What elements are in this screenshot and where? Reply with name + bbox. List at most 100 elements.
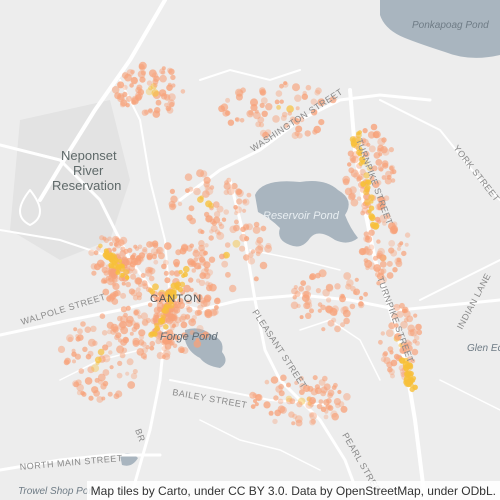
density-point [398,343,403,348]
density-point-dense [179,281,186,288]
density-point [231,182,238,190]
density-point [132,339,140,347]
density-point-dense [351,138,356,143]
density-point [161,354,166,360]
density-point [391,312,399,320]
density-point [409,328,418,337]
density-point [158,294,166,303]
density-point [366,248,373,256]
density-point [325,404,331,410]
density-point [170,326,175,331]
density-point [379,167,384,172]
density-point-dense [358,147,364,153]
density-point [392,267,398,273]
density-point [383,357,391,365]
density-point [389,350,394,355]
density-point [121,281,126,286]
density-point [366,165,372,171]
density-point [180,244,189,252]
density-point [108,293,116,301]
density-point [390,373,395,379]
density-point [134,321,140,328]
density-point [220,103,229,111]
density-point-dense [104,250,110,256]
density-point [153,307,161,314]
density-point [139,334,145,340]
density-point [150,83,157,90]
density-point [303,302,311,310]
density-point [196,169,205,178]
density-point [377,206,382,211]
density-point-dense [399,357,406,364]
density-point [416,329,423,336]
density-point [170,195,178,203]
density-point [290,116,298,124]
density-point [147,302,153,308]
density-point [378,196,386,204]
density-point [240,226,246,233]
density-point [272,418,278,425]
density-point [376,281,381,286]
density-point [125,281,131,288]
density-point [326,398,332,404]
density-point [136,348,145,356]
density-point [295,419,303,427]
density-point-dense [118,259,122,264]
density-point [383,351,388,357]
density-point [130,273,137,280]
density-point [152,283,159,291]
density-point [77,328,83,335]
density-point [186,214,193,221]
canton-label: CANTON [150,293,202,305]
density-point [291,287,298,295]
density-point [389,226,398,235]
density-point [153,251,158,257]
density-point [385,213,391,219]
density-point [91,386,99,394]
density-point [151,89,159,97]
density-point [342,309,351,318]
density-point [394,333,402,341]
density-point [221,217,227,222]
density-point-dense [368,194,375,201]
density-point [164,102,169,108]
density-point [312,375,318,381]
density-point [179,347,185,353]
density-point [325,403,333,411]
density-point [229,225,237,234]
density-point [165,338,171,345]
density-point [177,301,185,309]
density-point [213,211,221,218]
density-point [87,366,95,374]
density-point [305,84,312,91]
density-point [412,339,417,344]
density-point [178,297,184,303]
density-point [156,352,164,360]
density-point [288,411,295,418]
density-point [260,90,266,96]
density-point [293,118,301,125]
density-point [256,236,264,244]
density-point [287,111,292,116]
density-point [308,412,315,418]
density-point [193,292,198,297]
density-point [399,302,405,309]
density-point [377,195,384,203]
density-point [273,395,279,401]
density-point [88,249,95,256]
density-point [235,117,241,123]
density-point [403,310,411,318]
density-point [247,257,256,265]
density-point [315,272,321,279]
density-point [381,160,389,168]
density-point [112,282,120,290]
density-point [198,240,205,247]
density-point [172,343,178,349]
density-point [219,253,225,260]
density-point [164,242,172,250]
density-point [349,186,357,194]
density-point [367,131,376,139]
density-point [87,338,96,347]
density-point [173,262,180,268]
